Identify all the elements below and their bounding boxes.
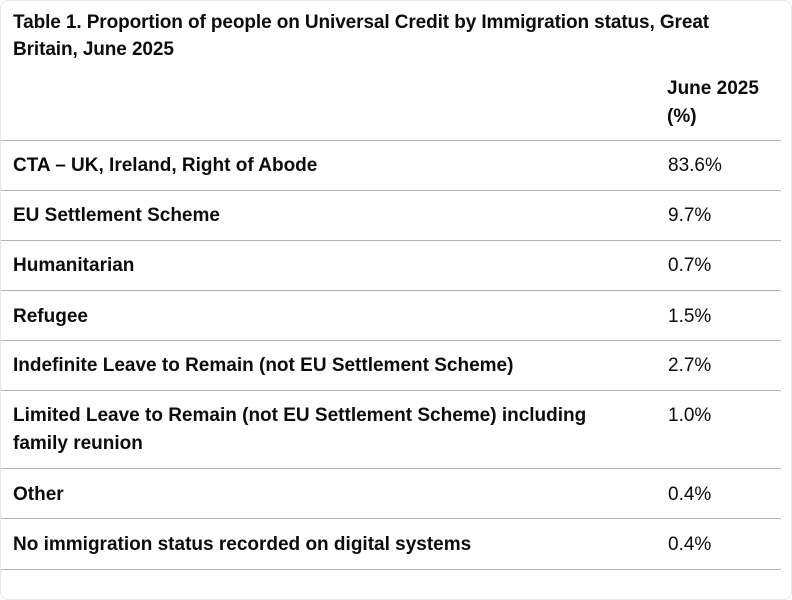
row-divider: [1, 190, 781, 191]
row-label-no-status: No immigration status recorded on digita…: [13, 534, 472, 555]
row-value-cta: 83.6%: [668, 155, 722, 176]
row-divider: [1, 518, 781, 519]
row-label-refugee: Refugee: [13, 306, 88, 327]
row-value-eu-settlement: 9.7%: [668, 205, 712, 226]
row-value-other: 0.4%: [668, 484, 712, 505]
row-value-humanitarian: 0.7%: [668, 255, 712, 276]
row-value-refugee: 1.5%: [668, 306, 712, 327]
row-divider: [1, 340, 781, 341]
row-divider: [1, 390, 781, 391]
row-label-eu-settlement: EU Settlement Scheme: [13, 205, 220, 226]
header-divider: [1, 140, 781, 141]
row-label-cta: CTA – UK, Ireland, Right of Abode: [13, 155, 318, 176]
row-label-humanitarian: Humanitarian: [13, 255, 135, 276]
row-label-other: Other: [13, 484, 64, 505]
row-divider: [1, 240, 781, 241]
row-value-limited-leave: 1.0%: [668, 405, 712, 426]
row-label-limited-leave: Limited Leave to Remain (not EU Settleme…: [13, 405, 587, 454]
row-divider: [1, 569, 781, 570]
row-divider: [1, 468, 781, 469]
column-header-june-2025: June 2025 (%): [667, 78, 759, 127]
row-divider: [1, 290, 781, 291]
table-caption: Table 1. Proportion of people on Univers…: [13, 12, 710, 60]
row-value-no-status: 0.4%: [668, 534, 712, 555]
row-label-indefinite-leave: Indefinite Leave to Remain (not EU Settl…: [13, 355, 514, 376]
row-value-indefinite-leave: 2.7%: [668, 355, 712, 376]
